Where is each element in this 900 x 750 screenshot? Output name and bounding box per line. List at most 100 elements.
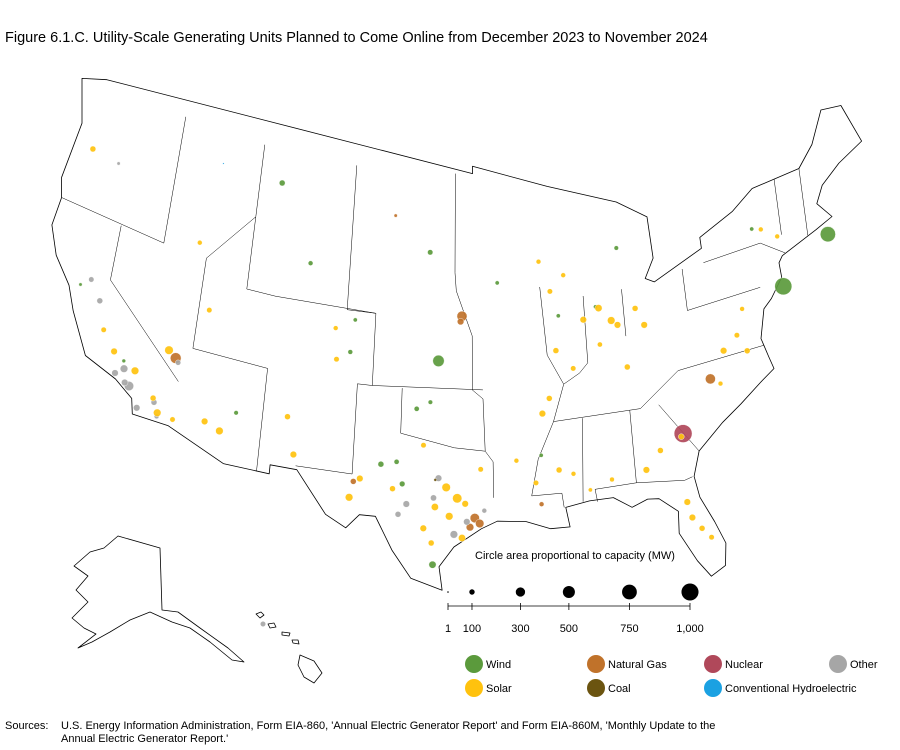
state-border bbox=[110, 225, 179, 382]
generating-unit bbox=[130, 366, 140, 375]
generating-unit bbox=[588, 487, 593, 493]
state-border bbox=[703, 242, 785, 263]
generating-unit bbox=[119, 364, 129, 373]
generating-unit bbox=[201, 417, 209, 425]
generating-unit bbox=[279, 179, 286, 187]
generating-unit bbox=[758, 226, 764, 233]
generating-unit bbox=[307, 260, 314, 266]
state-border bbox=[621, 289, 627, 337]
generating-unit bbox=[402, 500, 410, 508]
generating-unit bbox=[477, 466, 484, 473]
generating-unit bbox=[78, 282, 83, 287]
legend-label: Nuclear bbox=[725, 659, 763, 671]
generating-unit bbox=[555, 466, 563, 474]
state-border bbox=[563, 295, 589, 385]
legend-swatch bbox=[829, 655, 847, 673]
generating-unit bbox=[89, 145, 97, 153]
generating-unit bbox=[153, 408, 162, 417]
generating-unit bbox=[657, 447, 664, 454]
generating-unit bbox=[260, 621, 266, 627]
generating-unit bbox=[597, 341, 603, 348]
generating-unit bbox=[111, 369, 119, 377]
generating-unit bbox=[441, 482, 451, 492]
generating-unit bbox=[356, 474, 364, 483]
units-layer bbox=[78, 145, 836, 627]
generating-unit bbox=[428, 539, 435, 547]
generating-unit bbox=[169, 416, 176, 423]
generating-unit bbox=[774, 233, 780, 240]
generating-unit bbox=[419, 524, 427, 532]
generating-unit bbox=[717, 380, 724, 387]
generating-unit bbox=[494, 280, 500, 286]
generating-unit bbox=[433, 478, 437, 482]
generating-unit bbox=[116, 161, 121, 166]
generating-unit bbox=[774, 277, 793, 296]
generating-unit bbox=[678, 433, 685, 440]
size-circle bbox=[447, 591, 449, 593]
state-border bbox=[454, 173, 494, 498]
alaska-inset bbox=[71, 535, 245, 663]
generating-unit bbox=[538, 410, 546, 418]
generating-unit bbox=[430, 494, 437, 502]
generating-unit bbox=[613, 245, 619, 251]
state-border bbox=[681, 268, 761, 311]
generating-unit bbox=[607, 316, 616, 325]
state-border bbox=[798, 168, 809, 236]
generating-unit bbox=[465, 523, 475, 532]
size-circle bbox=[562, 585, 575, 599]
generating-unit bbox=[546, 395, 553, 402]
size-tick-label: 500 bbox=[560, 623, 578, 635]
generating-unit bbox=[333, 356, 340, 363]
generating-unit bbox=[535, 259, 542, 265]
generating-unit bbox=[547, 288, 553, 295]
generating-unit bbox=[399, 480, 406, 487]
generating-unit bbox=[570, 471, 577, 477]
generating-unit bbox=[420, 442, 427, 449]
generating-unit bbox=[461, 500, 469, 508]
state-border bbox=[594, 410, 637, 502]
generating-unit bbox=[739, 306, 745, 312]
generating-unit bbox=[432, 354, 445, 367]
generating-unit bbox=[640, 321, 648, 329]
generating-unit bbox=[333, 325, 339, 331]
generating-unit bbox=[642, 466, 650, 474]
generating-unit bbox=[613, 321, 622, 329]
legend-label: Solar bbox=[486, 683, 512, 695]
state-border bbox=[400, 388, 486, 452]
state-border bbox=[61, 116, 187, 244]
generating-unit bbox=[463, 518, 471, 526]
generating-unit bbox=[149, 394, 157, 402]
generating-unit bbox=[720, 347, 728, 355]
legend-label: Conventional Hydroelectric bbox=[725, 683, 857, 695]
size-tick-label: 100 bbox=[463, 623, 481, 635]
hawaii-inset bbox=[255, 611, 323, 684]
state-border bbox=[636, 476, 693, 484]
legend: Wind Natural Gas Nuclear Other Solar Coal Conv… bbox=[465, 655, 878, 697]
generating-unit bbox=[683, 498, 691, 506]
sources-label: Sources: bbox=[5, 720, 48, 732]
generating-unit bbox=[222, 162, 225, 165]
generating-unit bbox=[594, 304, 603, 312]
state-border bbox=[246, 216, 376, 314]
generating-unit bbox=[164, 345, 174, 355]
generating-unit bbox=[624, 363, 631, 371]
generating-unit bbox=[121, 358, 126, 364]
generating-unit bbox=[538, 501, 545, 507]
size-legend-title: Circle area proportional to capacity (MW… bbox=[475, 550, 675, 562]
generating-unit bbox=[552, 347, 560, 354]
generating-unit bbox=[744, 347, 751, 354]
generating-unit bbox=[513, 458, 520, 464]
state-border bbox=[531, 286, 565, 508]
generating-unit bbox=[560, 272, 566, 278]
generating-unit bbox=[428, 560, 437, 569]
size-legend: 1 100 300 500 750 1,000 bbox=[445, 583, 704, 635]
generating-unit bbox=[350, 478, 357, 485]
state-border bbox=[582, 418, 584, 502]
generating-unit bbox=[631, 305, 639, 312]
legend-label: Other bbox=[850, 659, 878, 671]
size-tick-label: 1 bbox=[445, 623, 451, 635]
generating-unit bbox=[100, 326, 107, 333]
generating-unit bbox=[88, 276, 95, 283]
state-border bbox=[553, 345, 764, 422]
legend-swatch bbox=[465, 679, 483, 697]
